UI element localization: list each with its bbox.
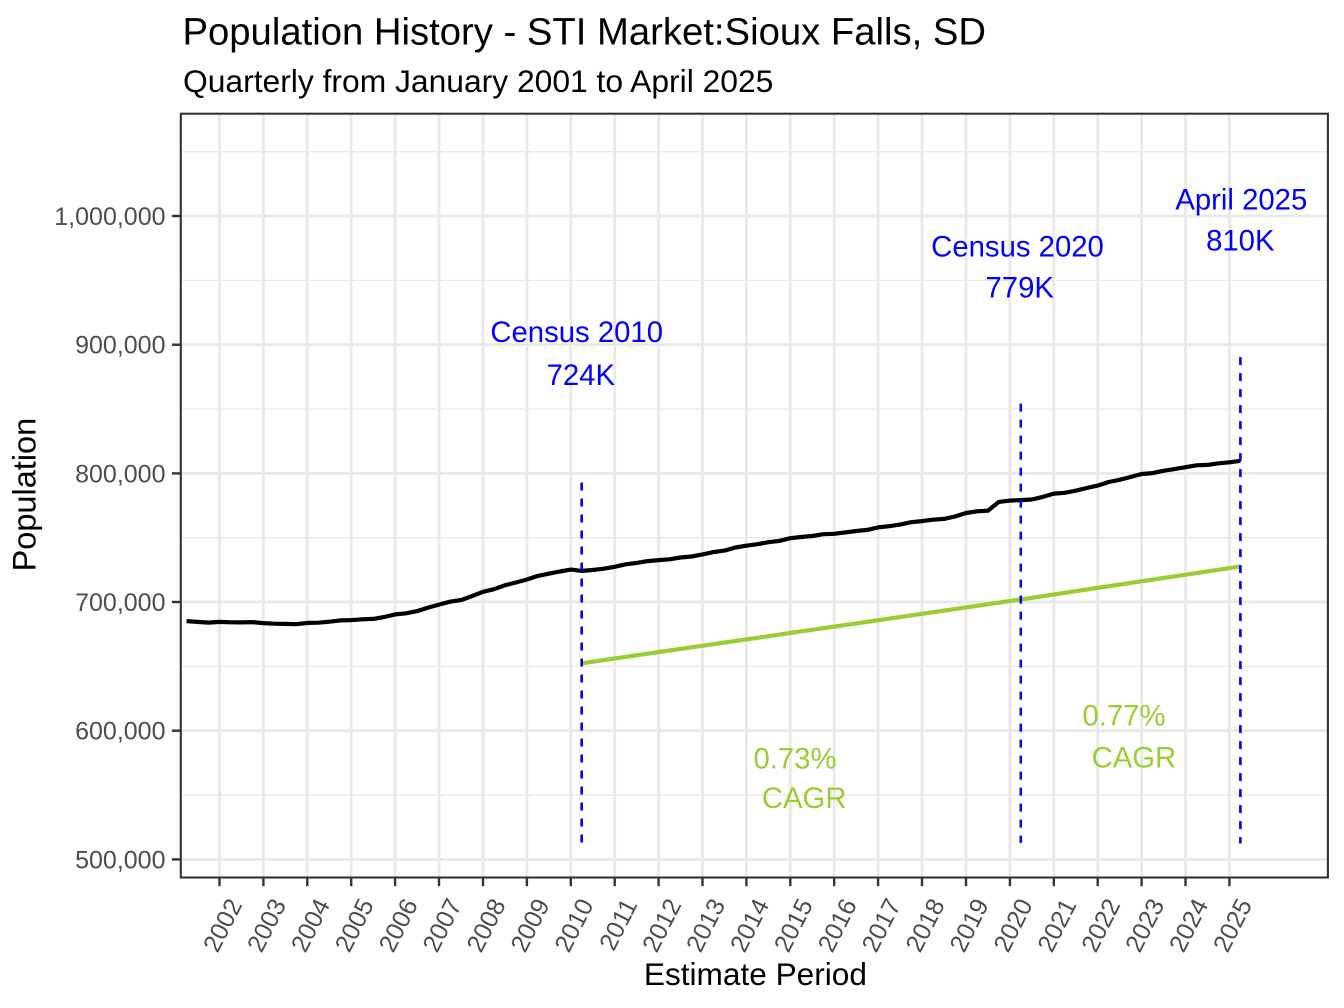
svg-text:Population: Population	[6, 418, 42, 572]
svg-text:CAGR: CAGR	[1092, 742, 1177, 775]
svg-text:0.77%: 0.77%	[1082, 700, 1165, 733]
svg-text:Population History - STI Marke: Population History - STI Market:Sioux Fa…	[183, 10, 987, 53]
svg-text:Census 2010: Census 2010	[490, 316, 663, 349]
svg-text:April 2025: April 2025	[1175, 184, 1307, 217]
svg-text:724K: 724K	[547, 359, 616, 392]
svg-text:Quarterly from January 2001 to: Quarterly from January 2001 to April 202…	[183, 63, 773, 99]
svg-text:0.73%: 0.73%	[753, 743, 836, 776]
svg-text:810K: 810K	[1206, 224, 1275, 257]
svg-text:900,000: 900,000	[75, 332, 165, 360]
svg-text:CAGR: CAGR	[762, 782, 847, 815]
svg-text:1,000,000: 1,000,000	[54, 203, 165, 231]
svg-text:800,000: 800,000	[75, 460, 165, 488]
svg-text:600,000: 600,000	[75, 718, 165, 746]
svg-text:779K: 779K	[985, 272, 1054, 305]
svg-text:500,000: 500,000	[75, 846, 165, 874]
svg-text:Estimate Period: Estimate Period	[644, 956, 867, 992]
svg-text:700,000: 700,000	[75, 589, 165, 617]
svg-text:Census 2020: Census 2020	[931, 230, 1104, 263]
